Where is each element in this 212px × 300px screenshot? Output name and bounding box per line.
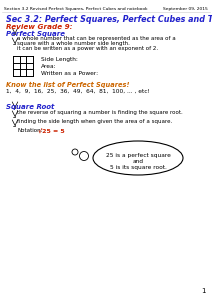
Text: 1,  4,  9,  16,  25,  36,  49,  64,  81,  100, ... , etc!: 1, 4, 9, 16, 25, 36, 49, 64, 81, 100, ..… bbox=[6, 89, 150, 94]
Circle shape bbox=[80, 152, 88, 160]
Text: Written as a Power:: Written as a Power: bbox=[41, 71, 98, 76]
Text: Know the list of Perfect Squares!: Know the list of Perfect Squares! bbox=[6, 82, 130, 88]
Text: it can be written as a power with an exponent of 2.: it can be written as a power with an exp… bbox=[17, 46, 158, 51]
Text: finding the side length when given the area of a square.: finding the side length when given the a… bbox=[17, 119, 172, 124]
Text: Perfect Square: Perfect Square bbox=[6, 31, 65, 37]
Text: Section 3.2 Revised Perfect Squares, Perfect Cubes and notebook: Section 3.2 Revised Perfect Squares, Per… bbox=[4, 7, 148, 11]
Text: 25 is a perfect square: 25 is a perfect square bbox=[106, 153, 170, 158]
Text: the reverse of squaring a number is finding the square root.: the reverse of squaring a number is find… bbox=[17, 110, 183, 115]
Text: √25 = 5: √25 = 5 bbox=[38, 128, 65, 133]
Text: September 09, 2015: September 09, 2015 bbox=[163, 7, 208, 11]
Text: and: and bbox=[132, 159, 144, 164]
Text: Sec 3.2: Perfect Squares, Perfect Cubes and Their Roots: Sec 3.2: Perfect Squares, Perfect Cubes … bbox=[6, 15, 212, 24]
Text: square with a whole number side length.: square with a whole number side length. bbox=[17, 41, 130, 46]
Text: Side Length:: Side Length: bbox=[41, 57, 78, 62]
Text: Area:: Area: bbox=[41, 64, 57, 69]
Text: 1: 1 bbox=[201, 288, 206, 294]
Text: Notation:: Notation: bbox=[17, 128, 42, 133]
Circle shape bbox=[72, 149, 78, 155]
Text: a whole number that can be represented as the area of a: a whole number that can be represented a… bbox=[17, 36, 176, 41]
Text: 5 is its square root.: 5 is its square root. bbox=[110, 165, 166, 170]
Ellipse shape bbox=[93, 141, 183, 175]
Text: Square Root: Square Root bbox=[6, 104, 54, 110]
Text: Review Grade 9:: Review Grade 9: bbox=[6, 24, 73, 30]
